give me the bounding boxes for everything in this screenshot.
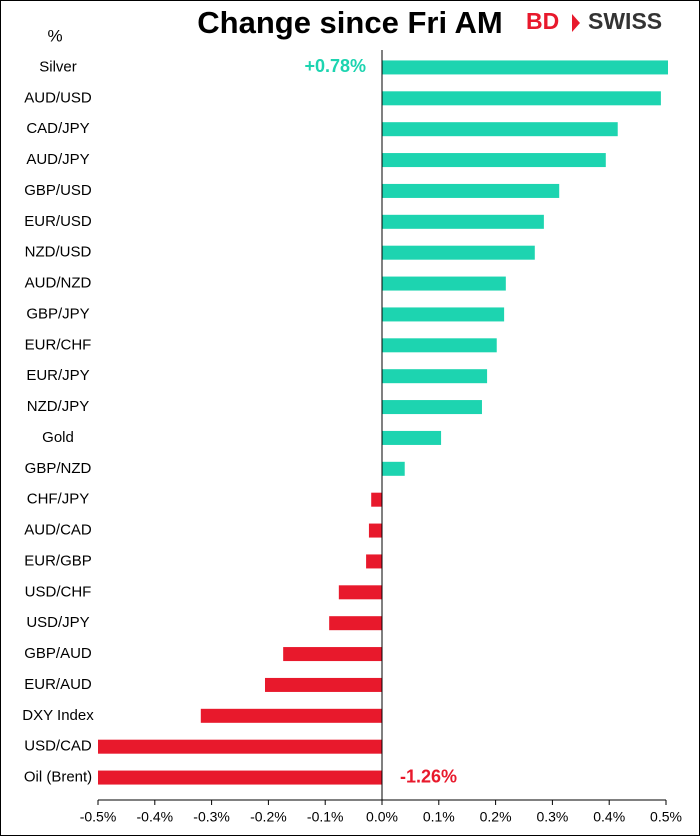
bar xyxy=(382,369,488,384)
value-label: +0.78% xyxy=(304,56,366,76)
y-tick-label: GBP/AUD xyxy=(24,645,92,662)
x-tick-label: 0.5% xyxy=(650,809,682,825)
bar xyxy=(98,770,382,785)
bar xyxy=(329,616,382,631)
y-tick-label: USD/CHF xyxy=(25,583,92,600)
x-tick-label: -0.5% xyxy=(80,809,117,825)
bar xyxy=(382,122,618,137)
y-tick-label: AUD/CAD xyxy=(24,522,92,539)
logo-icon xyxy=(572,14,580,32)
y-tick-label: NZD/JPY xyxy=(27,398,90,415)
bar xyxy=(382,400,482,415)
bar xyxy=(283,647,382,662)
x-tick-label: 0.0% xyxy=(366,809,398,825)
y-tick-label: EUR/USD xyxy=(24,213,92,230)
y-tick-label: AUD/USD xyxy=(24,89,92,106)
x-tick-label: 0.3% xyxy=(536,809,568,825)
bar xyxy=(382,153,606,168)
bars xyxy=(98,60,668,785)
bar xyxy=(382,91,661,106)
y-tick-label: Gold xyxy=(42,429,74,446)
bar xyxy=(382,214,544,229)
logo-right: SWISS xyxy=(588,8,662,34)
bar xyxy=(382,60,668,75)
bar xyxy=(264,677,382,692)
y-tick-label: CAD/JPY xyxy=(26,120,89,137)
y-tick-label: AUD/JPY xyxy=(26,151,89,168)
y-tick-label: Silver xyxy=(39,58,77,75)
x-tick-label: -0.2% xyxy=(250,809,287,825)
bar xyxy=(382,183,560,198)
y-tick-label: EUR/GBP xyxy=(24,552,92,569)
y-tick-label: EUR/JPY xyxy=(26,367,89,384)
x-tick-label: -0.1% xyxy=(307,809,344,825)
x-tick-label: 0.4% xyxy=(593,809,625,825)
x-tick-label: -0.4% xyxy=(137,809,174,825)
bar xyxy=(382,276,506,291)
bar xyxy=(382,461,405,476)
y-tick-label: USD/CAD xyxy=(24,738,92,755)
y-tick-label: EUR/CHF xyxy=(25,336,92,353)
y-tick-label: Oil (Brent) xyxy=(24,769,92,786)
value-label: -1.26% xyxy=(400,766,457,786)
bar xyxy=(366,554,382,569)
bar xyxy=(200,708,382,723)
y-axis-label: % xyxy=(47,26,62,45)
y-tick-label: NZD/USD xyxy=(25,244,92,261)
x-tick-label: -0.3% xyxy=(193,809,230,825)
bar xyxy=(371,492,382,507)
bar xyxy=(338,585,382,600)
bar xyxy=(382,307,505,322)
y-tick-label: GBP/NZD xyxy=(25,460,92,477)
y-tick-label: USD/JPY xyxy=(26,614,89,631)
bar xyxy=(368,523,382,538)
chart-title: Change since Fri AM xyxy=(197,5,502,40)
x-tick-label: 0.1% xyxy=(423,809,455,825)
bar xyxy=(98,739,382,754)
bar xyxy=(382,338,497,353)
y-tick-label: EUR/AUD xyxy=(24,676,92,693)
y-tick-label: AUD/NZD xyxy=(25,275,92,292)
y-tick-label: GBP/JPY xyxy=(26,305,89,322)
x-tick-label: 0.2% xyxy=(480,809,512,825)
y-tick-label: GBP/USD xyxy=(24,182,92,199)
logo-left: BD xyxy=(526,8,559,34)
y-tick-label: CHF/JPY xyxy=(27,491,90,508)
logo: BD SWISS xyxy=(526,8,662,34)
y-tick-label: DXY Index xyxy=(22,707,94,724)
bar xyxy=(382,245,535,260)
bar xyxy=(382,430,442,445)
